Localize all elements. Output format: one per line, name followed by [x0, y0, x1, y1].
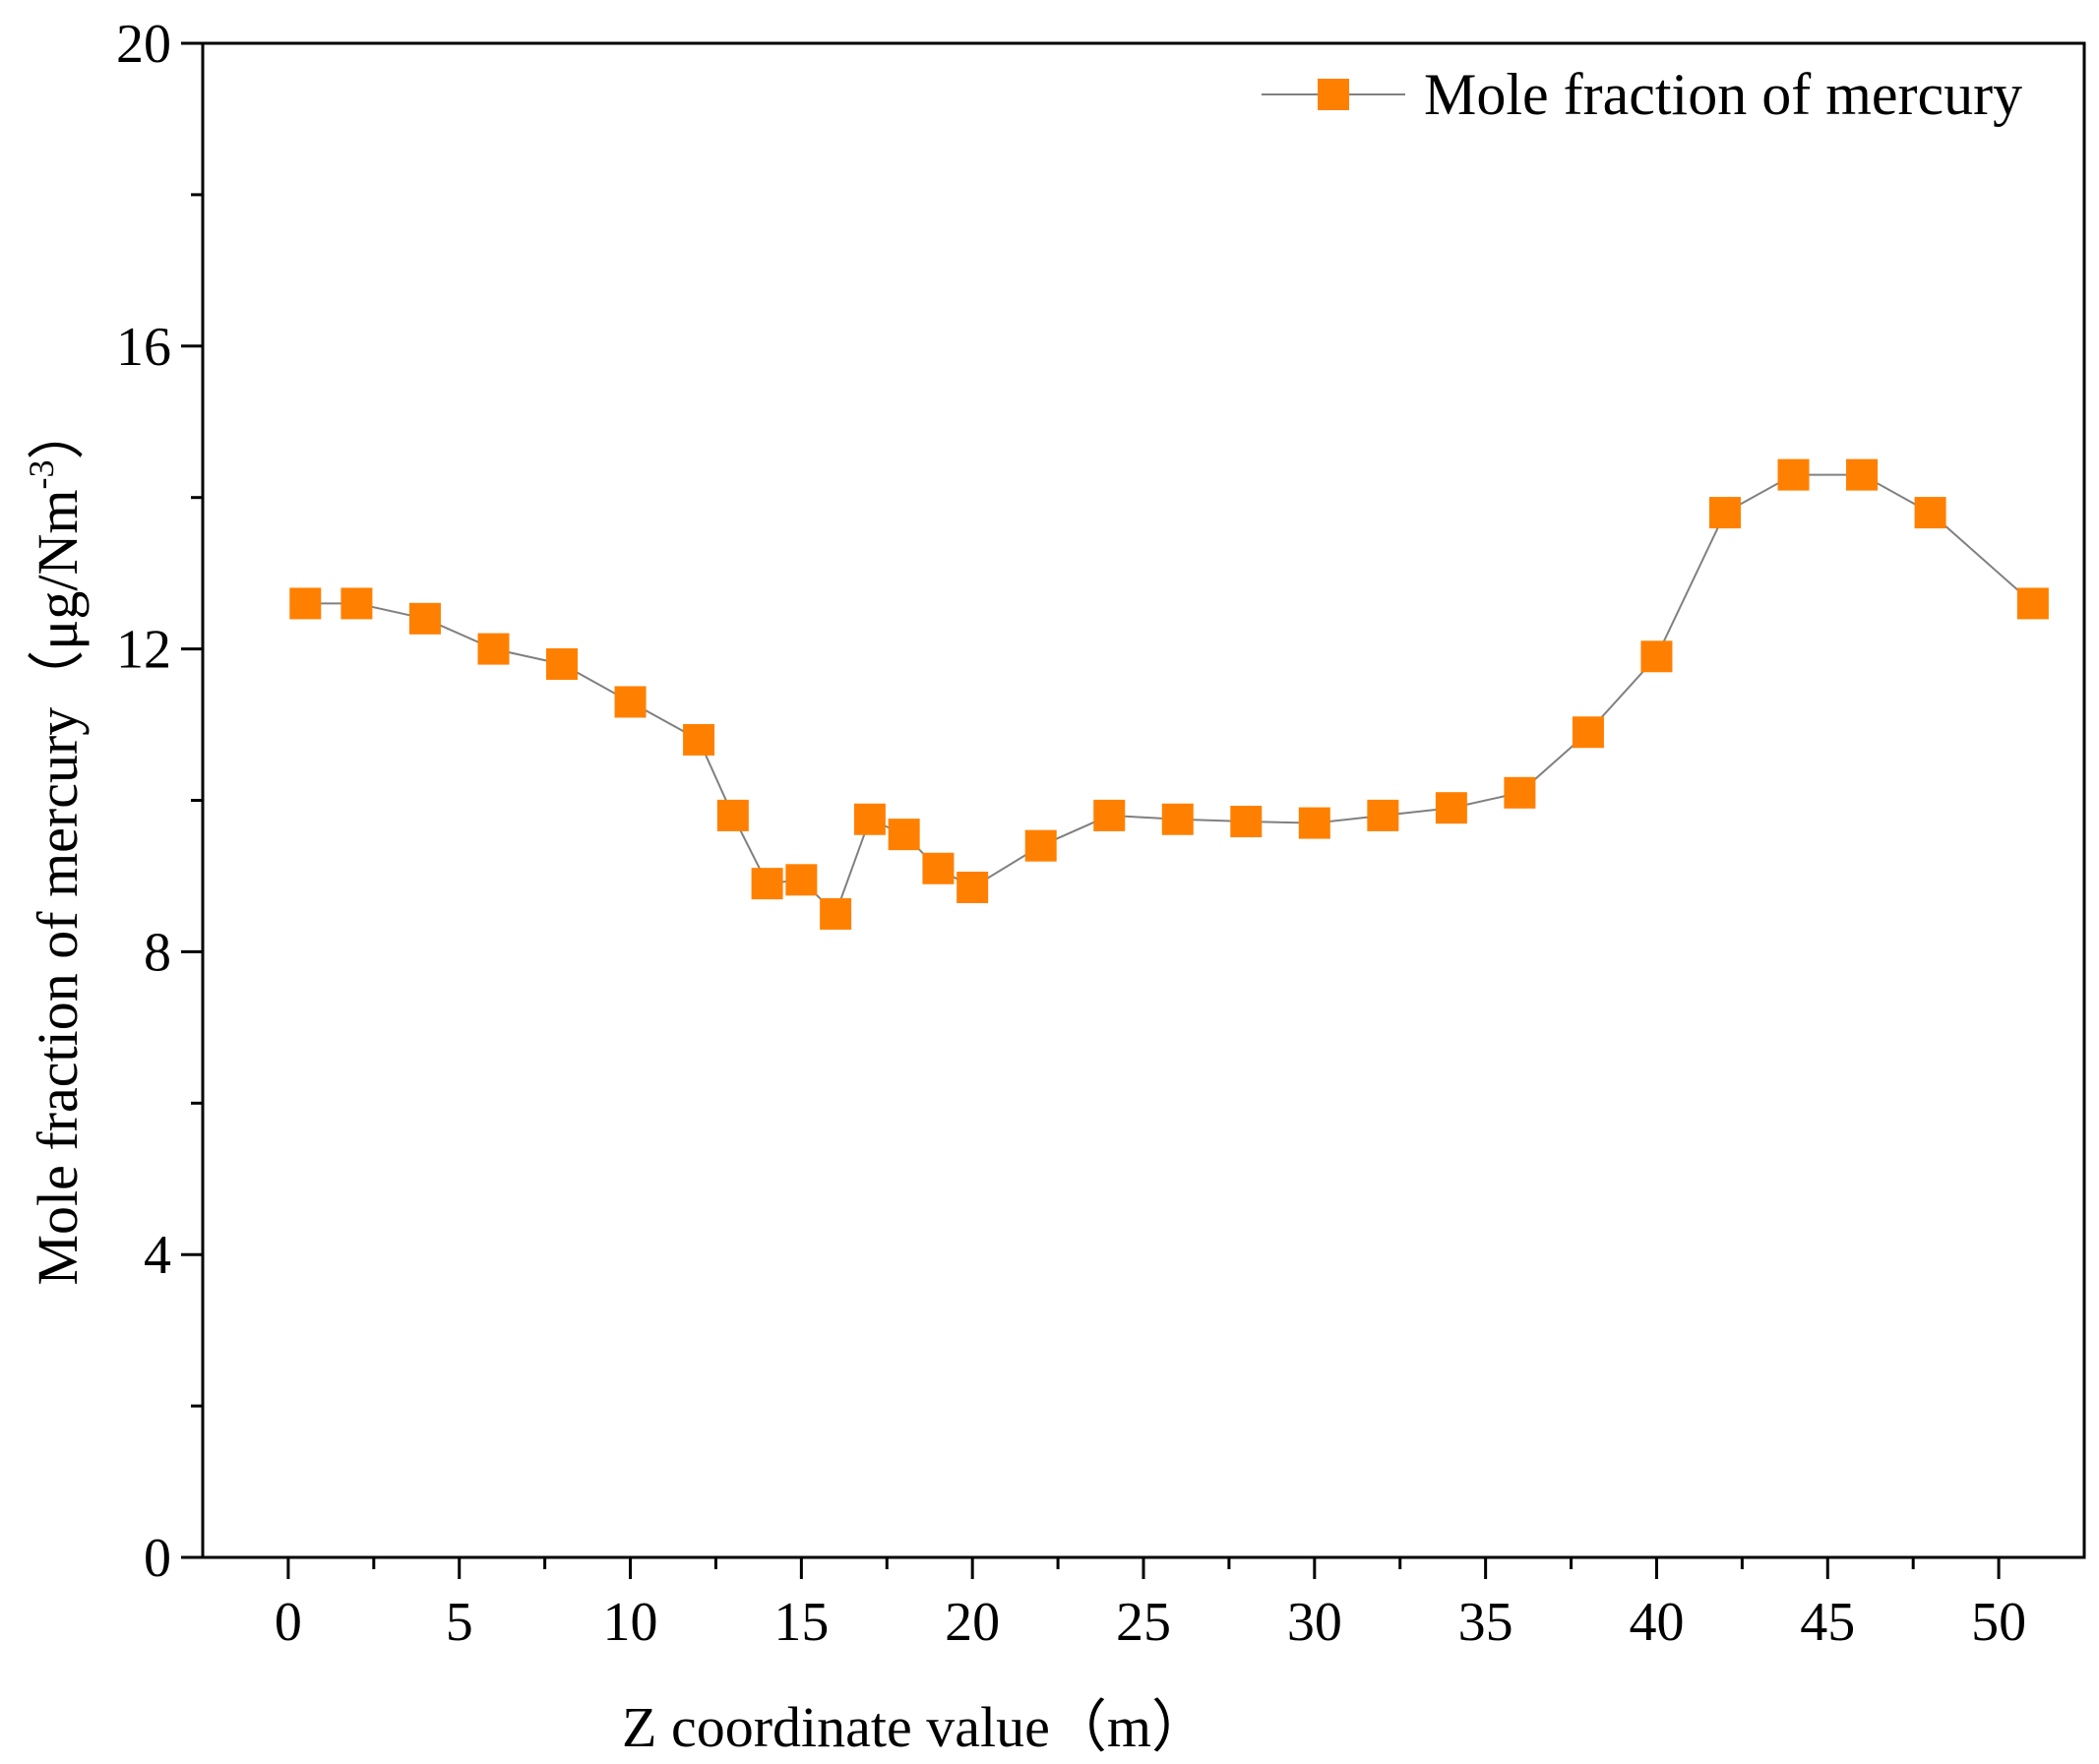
x-tick-label: 40 — [1629, 1592, 1684, 1653]
x-tick-label: 45 — [1800, 1592, 1855, 1653]
x-axis-title: Z coordinate value（m） — [622, 1695, 1208, 1759]
series-line — [305, 473, 2034, 916]
x-tick-label: 50 — [1971, 1592, 2026, 1653]
data-point-marker — [614, 686, 647, 718]
y-axis-title: Mole fraction of mercury（μg/Nm-3） — [22, 402, 90, 1285]
data-point-marker — [1708, 497, 1741, 529]
y-tick-label: 12 — [116, 620, 171, 681]
y-tick-label: 0 — [144, 1528, 171, 1589]
data-point-marker — [1504, 776, 1536, 809]
data-point-marker — [1640, 640, 1673, 673]
data-point-marker — [1298, 807, 1330, 839]
x-tick-label: 15 — [773, 1592, 829, 1653]
legend: Mole fraction of mercury — [1262, 62, 2022, 127]
y-tick-label: 4 — [144, 1225, 171, 1286]
x-tick-label: 20 — [945, 1592, 1000, 1653]
y-tick-label: 8 — [144, 922, 171, 983]
y-axis-title-superscript: -3 — [22, 459, 61, 489]
data-point-marker — [1230, 806, 1263, 838]
y-tick-label: 20 — [116, 14, 171, 75]
x-tick-label: 30 — [1287, 1592, 1342, 1653]
data-point-marker — [340, 587, 373, 620]
data-point-marker — [1024, 829, 1057, 862]
legend-label: Mole fraction of mercury — [1424, 62, 2022, 127]
data-point-marker — [716, 799, 749, 831]
data-point-marker — [289, 587, 322, 620]
data-point-marker — [888, 819, 920, 851]
data-point-marker — [408, 602, 441, 635]
x-tick-label: 0 — [275, 1592, 302, 1653]
data-point-marker — [922, 852, 955, 884]
y-axis-title-close: ） — [26, 402, 90, 459]
data-point-marker — [477, 633, 510, 665]
data-point-marker — [2016, 587, 2049, 620]
data-point-marker — [1572, 716, 1604, 749]
data-point-marker — [785, 864, 818, 896]
data-point-marker — [957, 871, 989, 903]
data-point-marker — [820, 897, 852, 930]
legend-marker — [1318, 79, 1349, 110]
data-point-marker — [1846, 458, 1879, 491]
data-point-marker — [853, 803, 886, 835]
y-axis-title-main: Mole fraction of mercury（μg/Nm — [26, 489, 90, 1285]
data-point-marker — [751, 868, 783, 900]
data-point-marker — [1367, 799, 1399, 831]
y-tick-label: 16 — [116, 317, 171, 378]
data-point-marker — [683, 723, 715, 756]
x-tick-label: 35 — [1458, 1592, 1513, 1653]
x-tick-label: 5 — [446, 1592, 473, 1653]
data-point-marker — [546, 647, 579, 680]
x-tick-label: 25 — [1116, 1592, 1171, 1653]
x-tick-label: 10 — [603, 1592, 658, 1653]
data-point-marker — [1435, 792, 1467, 824]
plot-frame — [201, 41, 2086, 1559]
data-point-marker — [1914, 497, 1946, 529]
data-point-marker — [1777, 458, 1810, 491]
data-point-marker — [1161, 803, 1194, 835]
data-point-marker — [1093, 799, 1126, 831]
